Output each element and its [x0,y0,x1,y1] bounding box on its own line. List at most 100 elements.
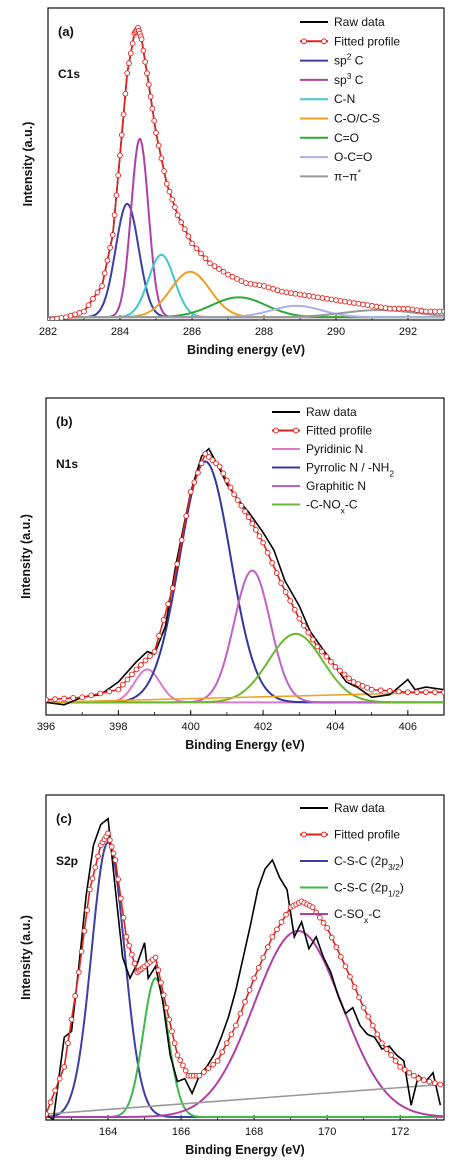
fit-marker [118,132,125,138]
fit-marker [392,1058,399,1064]
legend-marker [301,38,307,45]
fit-marker [229,273,236,280]
fit-marker [48,317,51,320]
fit-marker [320,919,327,926]
fit-marker [99,283,105,289]
legend-label-main: sp [334,54,347,68]
x-axis-title: Binding energy (eV) [187,343,305,357]
fit-marker [211,263,218,269]
fit-marker [113,192,120,199]
raw-data-line [48,25,444,320]
panel-s2p: 164 166 168 170 172 Binding Energy (eV) Intens… [19,794,445,1157]
fit-marker [383,1046,390,1052]
legend-label-sup: 3 [347,71,352,81]
fit-marker [319,295,326,301]
fit-marker [152,954,159,961]
baseline-line [46,1083,441,1115]
fit-marker [138,662,144,668]
fit-marker [278,919,285,925]
fit-marker [101,270,108,277]
fit-marker [364,684,370,691]
fit-marker [388,1052,394,1058]
legend-label: C-S-C (2p3/2) [334,854,404,872]
fit-marker [182,1067,189,1074]
fit-marker [153,129,159,136]
fit-marker [309,636,316,643]
fit-marker [118,895,124,902]
fit-marker [155,967,162,973]
fit-marker [287,598,294,604]
fit-marker [205,454,212,460]
legend-label-main: C-S-C (2p [334,881,388,895]
fit-marker [418,307,425,314]
fit-marker [278,580,285,586]
fit-marker [247,280,254,287]
fit-marker [106,688,113,695]
legend-label: C=O [334,131,359,145]
fit-marker [374,1031,381,1038]
fit-marker [237,1010,244,1017]
fit-marker [243,280,249,286]
legend-label-main: Pyrrolic N / -NH [306,461,389,475]
y-axis-title: Intensity (a.u.) [21,122,35,207]
x-tick-label: 400 [182,721,200,733]
plot-frame [45,794,445,1121]
fit-marker [172,204,178,211]
legend-label: sp2 C [334,52,364,68]
fit-marker [107,837,113,843]
legend-label: Raw data [334,801,385,815]
fit-marker [90,295,96,302]
fit-marker [76,969,82,976]
fit-marker [364,302,371,308]
fit-marker [129,671,135,678]
fit-marker [346,675,352,682]
legend-label: O-C=O [334,150,372,164]
fit-marker [58,315,65,320]
fitted-profile-line [46,831,441,1115]
panel-tag: (b) [56,414,73,429]
legend-label-tail: ) [400,881,404,895]
legend-label: Fitted profile [334,828,400,842]
fit-marker [149,105,156,112]
x-tick-label: 398 [109,721,127,733]
fit-marker [70,695,76,701]
fit-marker [279,288,285,295]
plot-frame [45,397,445,716]
fit-marker [209,457,216,463]
fit-marker [252,281,258,288]
x-tick-label: 396 [37,721,55,733]
fit-marker [202,255,209,262]
fit-marker [165,601,171,607]
fit-marker [314,643,321,650]
fit-marker [169,196,176,203]
fit-marker [423,689,429,696]
plot-frame [47,7,445,321]
fit-marker [142,657,149,664]
fit-marker [180,1062,186,1069]
legend-label: π−π* [334,167,362,183]
peak-c-sox-c [46,929,444,1119]
fit-marker [404,689,411,696]
fit-marker [178,219,185,225]
fit-marker [297,291,303,298]
fit-marker [324,925,331,931]
fit-marker [360,1004,367,1011]
fit-marker [105,830,111,837]
fit-marker [181,226,188,233]
fit-marker [291,606,298,613]
fit-marker [441,689,444,696]
fit-marker [166,1016,173,1023]
fit-marker [138,36,145,43]
fit-marker [233,1022,239,1029]
fit-marker [415,1075,422,1082]
fit-marker [220,470,227,477]
fit-marker [256,282,263,289]
fit-marker [110,850,117,857]
fit-marker [242,998,248,1005]
fit-marker [224,477,230,484]
core-level-label: S2p [56,854,78,868]
fit-marker [234,497,241,503]
fit-marker [227,484,234,491]
legend-label: Fitted profile [306,424,372,438]
